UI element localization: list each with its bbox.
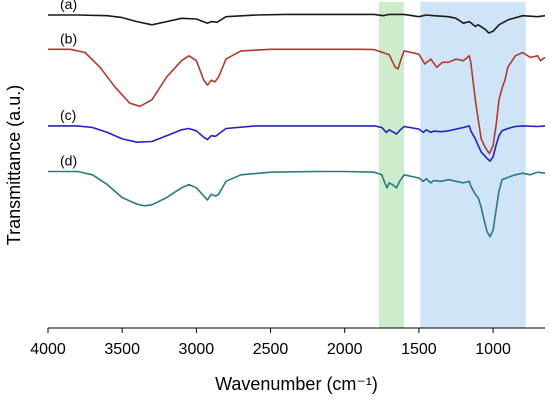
series-label-c: (c): [60, 107, 76, 123]
x-tick-label-2000: 2000: [327, 341, 363, 358]
x-tick-label-1000: 1000: [475, 341, 511, 358]
series-line-b: [48, 48, 546, 155]
x-tick-label-3000: 3000: [179, 341, 215, 358]
series-line-d: [48, 170, 546, 238]
x-tick-label-4000: 4000: [30, 341, 66, 358]
series-label-a: (a): [60, 0, 77, 12]
series-line-c: [48, 125, 546, 162]
highlight-band-1: [378, 2, 405, 328]
x-tick-label-2500: 2500: [253, 341, 289, 358]
series-label-b: (b): [60, 30, 77, 46]
x-tick-label-1500: 1500: [401, 341, 437, 358]
x-axis-title: Wavenumber (cm⁻¹): [215, 374, 378, 394]
series-line-a: [48, 13, 546, 34]
highlight-band-2: [420, 2, 526, 328]
x-axis: 4000 3500 3000 2500 2000 1500 1000: [30, 327, 545, 358]
series-lines: [48, 13, 546, 238]
x-tick-label-3500: 3500: [104, 341, 140, 358]
y-axis-title: Transmittance (a.u.): [4, 85, 24, 245]
highlight-bands: [378, 2, 526, 328]
series-labels: (a) (b) (c) (d): [60, 0, 77, 169]
series-label-d: (d): [60, 153, 77, 169]
